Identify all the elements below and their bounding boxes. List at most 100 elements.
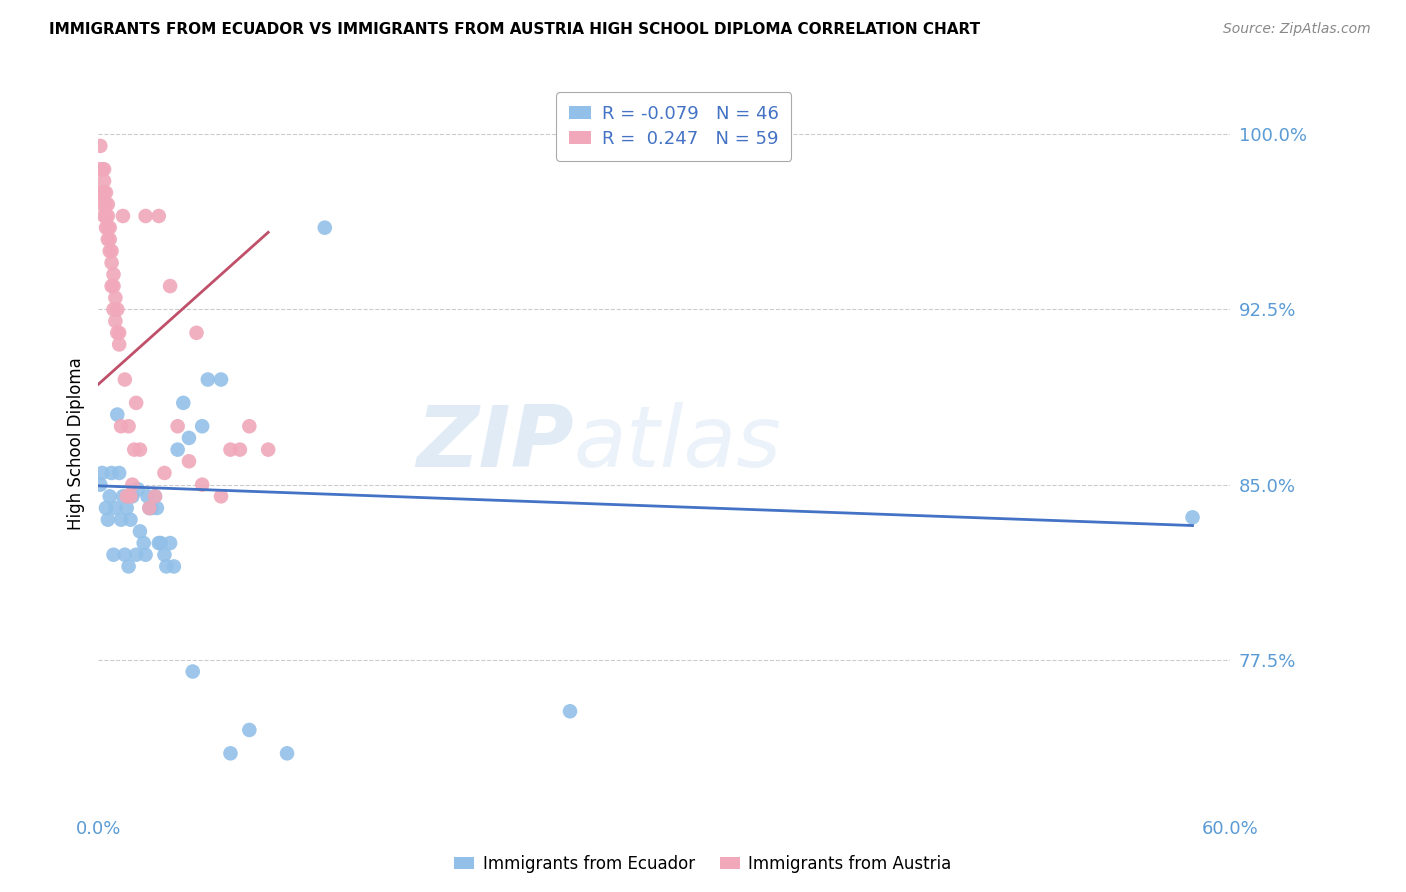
Text: ZIP: ZIP xyxy=(416,402,574,485)
Point xyxy=(105,302,128,317)
Point xyxy=(94,197,117,211)
Point xyxy=(125,396,148,410)
Point xyxy=(153,548,176,562)
Point xyxy=(177,431,200,445)
Point xyxy=(103,548,125,562)
Point xyxy=(120,513,142,527)
Point xyxy=(153,466,176,480)
Point xyxy=(159,536,181,550)
Point xyxy=(94,501,117,516)
Point xyxy=(143,489,166,503)
Point xyxy=(148,209,170,223)
Point xyxy=(115,501,138,516)
Point xyxy=(257,442,280,457)
Point xyxy=(93,162,115,177)
Point xyxy=(166,442,188,457)
Point xyxy=(111,209,134,223)
Point xyxy=(177,454,200,468)
Point xyxy=(100,466,122,480)
Point xyxy=(89,477,111,491)
Point xyxy=(97,220,120,235)
Point xyxy=(103,268,125,282)
Point xyxy=(105,326,128,340)
Point xyxy=(98,220,121,235)
Point xyxy=(91,162,114,177)
Point xyxy=(98,244,121,258)
Point xyxy=(149,536,172,550)
Point xyxy=(91,186,114,200)
Point xyxy=(103,302,125,317)
Point xyxy=(104,314,127,328)
Point xyxy=(146,501,169,516)
Point xyxy=(94,209,117,223)
Y-axis label: High School Diploma: High School Diploma xyxy=(66,358,84,530)
Point xyxy=(136,489,159,503)
Point xyxy=(91,186,114,200)
Point xyxy=(105,408,128,422)
Point xyxy=(135,548,157,562)
Point xyxy=(93,174,115,188)
Point xyxy=(115,489,138,503)
Point xyxy=(121,489,143,503)
Point xyxy=(238,723,260,737)
Point xyxy=(97,232,120,246)
Point xyxy=(98,489,121,503)
Point xyxy=(93,186,115,200)
Point xyxy=(91,197,114,211)
Point xyxy=(155,559,177,574)
Point xyxy=(97,513,120,527)
Point xyxy=(89,162,111,177)
Point xyxy=(103,279,125,293)
Point xyxy=(186,326,208,340)
Point xyxy=(197,372,219,386)
Point xyxy=(229,442,252,457)
Text: IMMIGRANTS FROM ECUADOR VS IMMIGRANTS FROM AUSTRIA HIGH SCHOOL DIPLOMA CORRELATI: IMMIGRANTS FROM ECUADOR VS IMMIGRANTS FR… xyxy=(49,22,980,37)
Point xyxy=(117,559,139,574)
Point xyxy=(143,489,166,503)
Point xyxy=(276,747,298,761)
Point xyxy=(97,209,120,223)
Point xyxy=(98,232,121,246)
Text: Source: ZipAtlas.com: Source: ZipAtlas.com xyxy=(1223,22,1371,37)
Point xyxy=(163,559,186,574)
Point xyxy=(191,477,214,491)
Point xyxy=(89,186,111,200)
Point xyxy=(100,256,122,270)
Point xyxy=(108,466,131,480)
Point xyxy=(110,513,132,527)
Point xyxy=(104,501,127,516)
Point xyxy=(135,209,157,223)
Point xyxy=(172,396,194,410)
Point xyxy=(93,209,115,223)
Point xyxy=(104,291,127,305)
Point xyxy=(100,279,122,293)
Point xyxy=(132,536,155,550)
Point xyxy=(127,483,149,497)
Point xyxy=(97,197,120,211)
Point xyxy=(94,186,117,200)
Text: atlas: atlas xyxy=(574,402,782,485)
Point xyxy=(159,279,181,293)
Point xyxy=(314,220,336,235)
Point xyxy=(209,372,232,386)
Point xyxy=(100,244,122,258)
Point xyxy=(111,489,134,503)
Point xyxy=(129,442,152,457)
Point xyxy=(120,489,142,503)
Point xyxy=(558,704,581,718)
Point xyxy=(122,442,145,457)
Point xyxy=(219,747,242,761)
Point xyxy=(191,419,214,434)
Point xyxy=(121,477,143,491)
Point xyxy=(209,489,232,503)
Point xyxy=(89,139,111,153)
Point xyxy=(138,501,160,516)
Point xyxy=(125,548,148,562)
Point xyxy=(129,524,152,539)
Point xyxy=(94,220,117,235)
Point xyxy=(114,372,136,386)
Point xyxy=(141,501,163,516)
Point xyxy=(114,548,136,562)
Point xyxy=(238,419,260,434)
Point xyxy=(138,501,160,516)
